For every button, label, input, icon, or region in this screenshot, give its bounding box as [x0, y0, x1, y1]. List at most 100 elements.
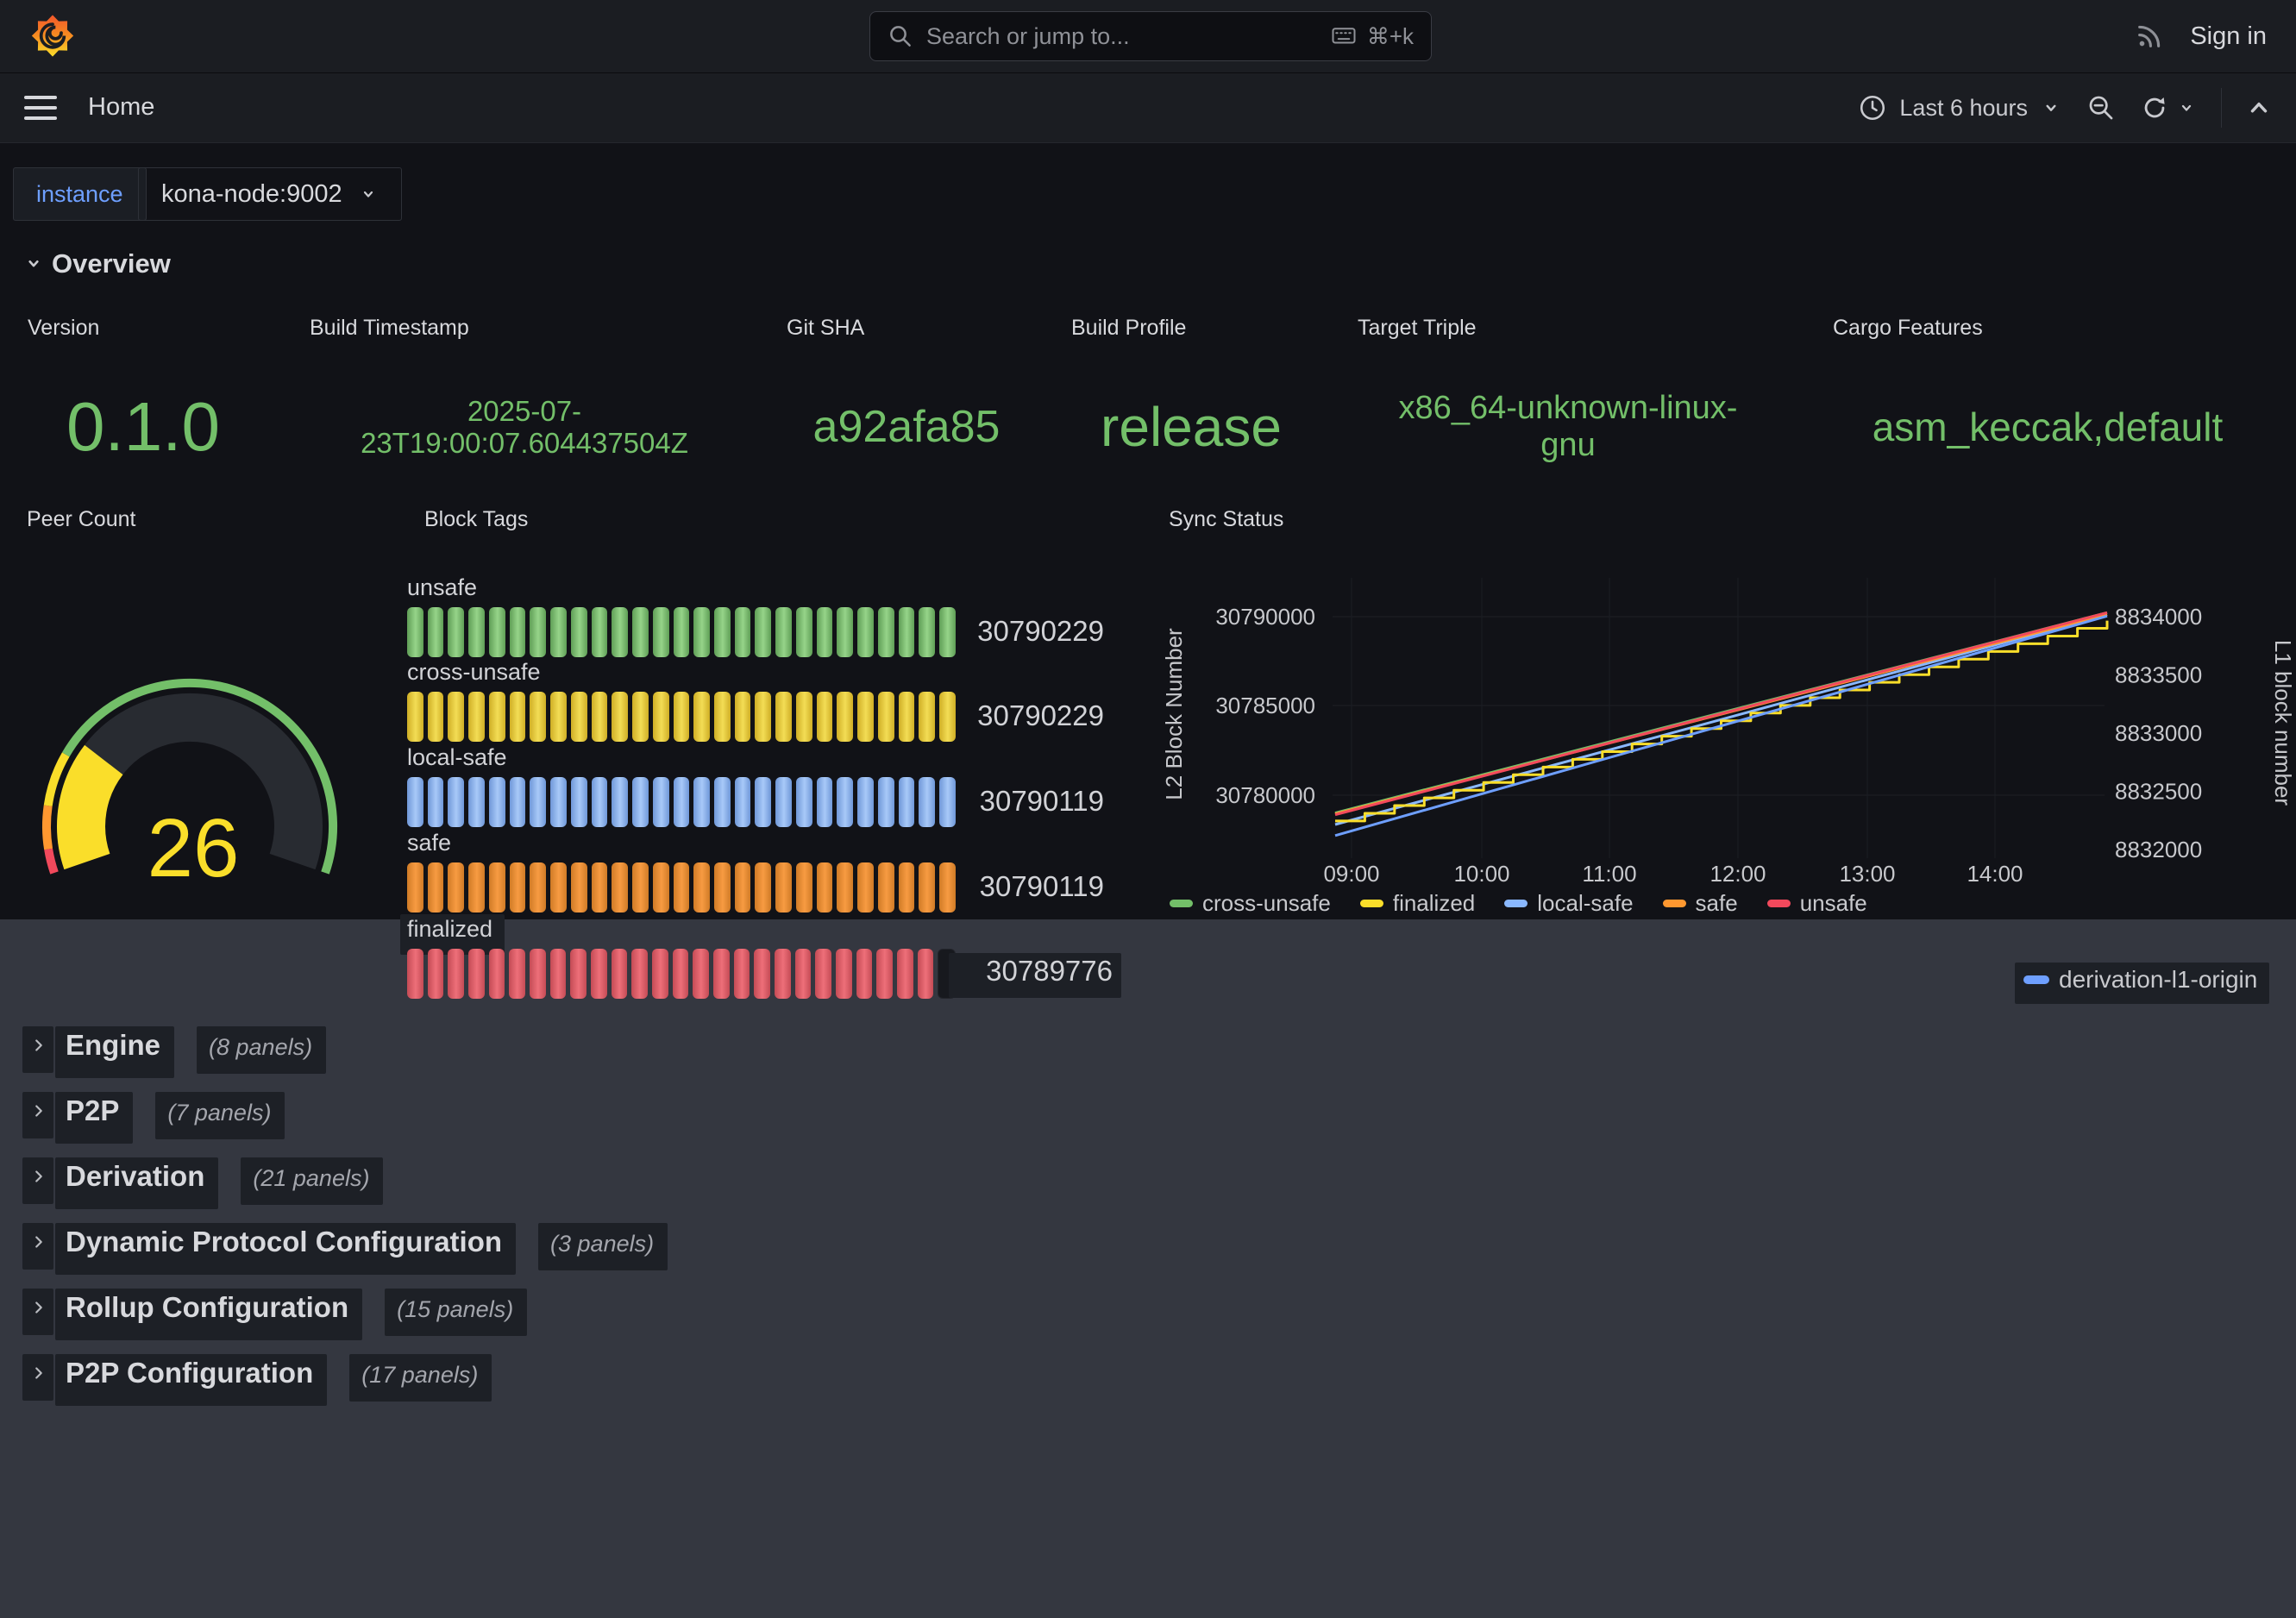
- search-input[interactable]: Search or jump to... ⌘+k: [869, 11, 1432, 61]
- bar-gauge-cell: [837, 862, 853, 912]
- bar-gauge-cell: [448, 777, 464, 827]
- legend-item-local-safe[interactable]: local-safe: [1504, 890, 1633, 917]
- bar-gauge-cell: [735, 862, 751, 912]
- svg-text:11:00: 11:00: [1582, 861, 1636, 887]
- variable-value: kona-node:9002: [161, 180, 342, 209]
- stat-title: Build Profile: [1057, 316, 1325, 341]
- bar-gauge-cell: [796, 692, 812, 742]
- bar-gauge-cell: [468, 607, 485, 657]
- bar-gauge-cell: [407, 949, 423, 999]
- bar-gauge-cell: [674, 862, 690, 912]
- bar-gauge-cell: [857, 692, 874, 742]
- bar-gauge-cell: [754, 949, 770, 999]
- svg-text:8832000: 8832000: [2115, 837, 2202, 862]
- refresh-options-chevron-down-icon[interactable]: [2176, 97, 2197, 118]
- series-line-local-safe: [1335, 615, 2107, 825]
- collapse-up-icon[interactable]: [2246, 95, 2272, 121]
- row-dynamic-protocol-configuration[interactable]: Dynamic Protocol Configuration(3 panels): [22, 1223, 668, 1273]
- legend-label: unsafe: [1800, 890, 1867, 917]
- row-derivation[interactable]: Derivation(21 panels): [22, 1157, 668, 1207]
- zoom-out-icon[interactable]: [2086, 93, 2116, 122]
- clock-icon: [1858, 93, 1887, 122]
- legend-item-cross-unsafe[interactable]: cross-unsafe: [1170, 890, 1331, 917]
- svg-text:12:00: 12:00: [1709, 861, 1766, 887]
- bar-gauge-cell: [530, 607, 546, 657]
- top-bar: Search or jump to... ⌘+k Sign in: [0, 0, 2296, 73]
- bar-gauge-cell: [509, 949, 525, 999]
- legend-marker: [1504, 900, 1528, 907]
- row-title-overview: Overview: [52, 248, 171, 279]
- svg-text:L2 Block Number: L2 Block Number: [1161, 628, 1187, 800]
- bar-gauge-cell: [550, 607, 567, 657]
- bar-gauge-cell: [796, 862, 812, 912]
- refresh-button[interactable]: [2140, 93, 2197, 122]
- bar-gauge-cell: [592, 692, 608, 742]
- bar-gauge-cell: [468, 949, 485, 999]
- svg-text:14:00: 14:00: [1967, 861, 2023, 887]
- bar-gauge-cell: [919, 692, 935, 742]
- refresh-icon: [2140, 93, 2169, 122]
- legend-item-finalized[interactable]: finalized: [1360, 890, 1475, 917]
- bar-gauge-cell: [878, 777, 894, 827]
- bar-gauge-cell: [735, 777, 751, 827]
- row-p2p-configuration[interactable]: P2P Configuration(17 panels): [22, 1354, 668, 1404]
- divider: [2221, 88, 2222, 128]
- bar-gauge-cell: [653, 862, 669, 912]
- row-overview[interactable]: Overview: [22, 248, 171, 279]
- row-p2p[interactable]: P2P(7 panels): [22, 1092, 668, 1142]
- bar-gauge-cell: [714, 862, 731, 912]
- legend-item-derivation-l1-origin[interactable]: derivation-l1-origin: [2015, 963, 2269, 1004]
- bar-gauge-cell: [428, 692, 444, 742]
- rss-icon[interactable]: [2135, 22, 2164, 51]
- breadcrumb[interactable]: Home: [88, 93, 154, 122]
- bar-gauge-cell: [899, 692, 915, 742]
- bar-gauge-cell: [652, 949, 668, 999]
- bar-gauge-cell: [591, 949, 607, 999]
- bar-gauge-cell: [775, 862, 792, 912]
- bar-gauge-cell: [489, 949, 505, 999]
- bar-gauge-cell: [570, 949, 587, 999]
- bar-gauge-cell: [775, 949, 791, 999]
- bar-gauge-cell: [407, 692, 423, 742]
- grafana-logo-icon[interactable]: [31, 13, 74, 59]
- block-tag-value-local-safe: 30790119: [949, 785, 1104, 818]
- bar-gauge-cell: [653, 692, 669, 742]
- stat-title: Cargo Features: [1819, 316, 2276, 341]
- bar-gauge-cell: [468, 777, 485, 827]
- bar-gauge-cell: [693, 692, 710, 742]
- block-tag-value-safe: 30790119: [949, 870, 1104, 903]
- time-range-label: Last 6 hours: [1899, 95, 2028, 122]
- bar-gauge-cell: [571, 862, 587, 912]
- svg-text:8833500: 8833500: [2115, 662, 2202, 688]
- bar-gauge-cell: [755, 862, 771, 912]
- bar-gauge-cell: [510, 607, 526, 657]
- series-line-finalized: [1335, 621, 2107, 821]
- stat-panel-build-profile: Build Profilerelease: [1057, 316, 1325, 488]
- bar-gauge-cell: [796, 607, 812, 657]
- legend-item-unsafe[interactable]: unsafe: [1767, 890, 1867, 917]
- bar-gauge-cell: [734, 949, 750, 999]
- time-range-picker[interactable]: Last 6 hours: [1858, 93, 2062, 122]
- bar-gauge-cell: [713, 949, 730, 999]
- svg-text:10:00: 10:00: [1453, 861, 1509, 887]
- bar-gauge-cell: [919, 777, 935, 827]
- sign-in-button[interactable]: Sign in: [2190, 22, 2267, 51]
- panel-title-sync-status: Sync Status: [1169, 507, 1283, 532]
- row-panel-count: (15 panels): [385, 1289, 527, 1336]
- variable-value-dropdown[interactable]: kona-node:9002: [138, 167, 402, 221]
- bar-gauge-cell: [815, 949, 831, 999]
- block-tag-value-cross-unsafe: 30790229: [949, 699, 1104, 732]
- row-engine[interactable]: Engine(8 panels): [22, 1026, 668, 1076]
- bar-gauge-cell: [632, 777, 649, 827]
- bar-gauge-cell: [735, 692, 751, 742]
- stat-value: x86_64-unknown-linux-gnu: [1344, 366, 1792, 488]
- hamburger-menu-icon[interactable]: [24, 91, 57, 124]
- bar-gauge-cell: [775, 692, 792, 742]
- legend-item-safe[interactable]: safe: [1663, 890, 1738, 917]
- bar-gauge-cell: [428, 777, 444, 827]
- bar-gauge-cell: [489, 607, 505, 657]
- bar-gauge-cell: [571, 607, 587, 657]
- row-rollup-configuration[interactable]: Rollup Configuration(15 panels): [22, 1289, 668, 1339]
- bar-gauge-cell: [674, 607, 690, 657]
- bar-gauge-cell: [592, 607, 608, 657]
